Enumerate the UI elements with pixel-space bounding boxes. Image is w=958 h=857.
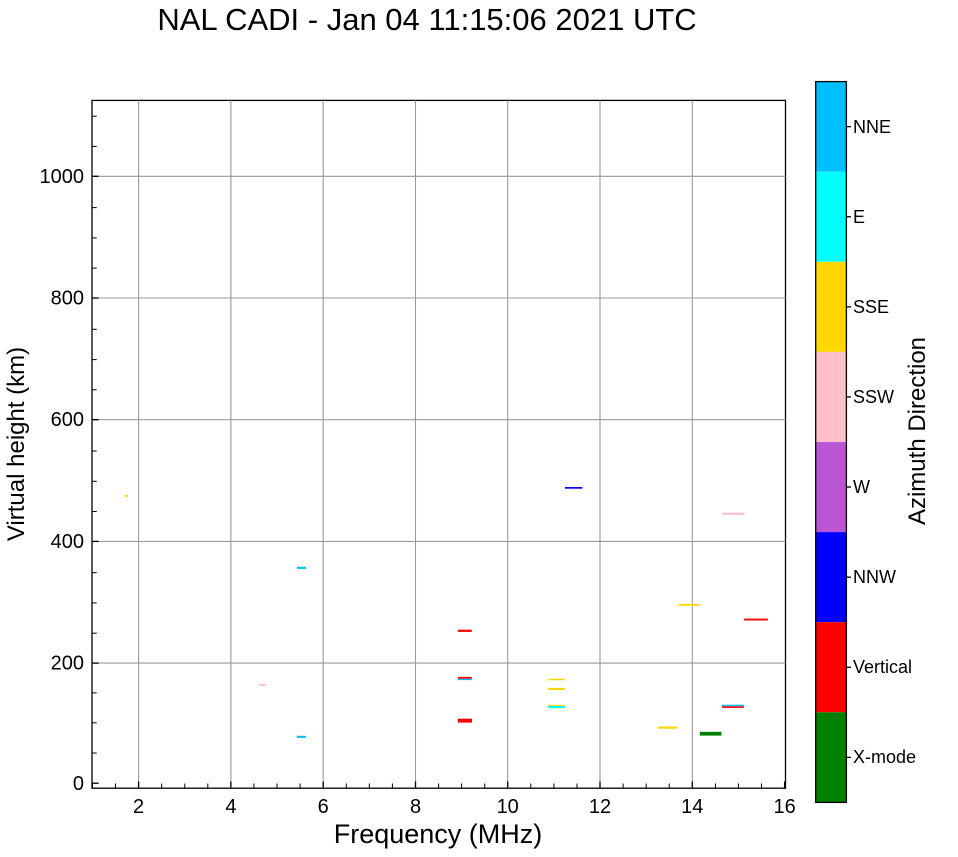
svg-text:4: 4 <box>225 796 236 818</box>
svg-text:800: 800 <box>51 288 84 310</box>
svg-text:NNW: NNW <box>853 567 896 587</box>
svg-text:X-mode: X-mode <box>853 747 916 767</box>
svg-text:W: W <box>853 477 870 497</box>
svg-text:8: 8 <box>410 796 421 818</box>
svg-text:400: 400 <box>51 531 84 553</box>
svg-text:16: 16 <box>773 796 795 818</box>
svg-text:2: 2 <box>133 796 144 818</box>
svg-text:12: 12 <box>589 796 611 818</box>
svg-text:200: 200 <box>51 653 84 675</box>
svg-text:600: 600 <box>51 409 84 431</box>
svg-text:10: 10 <box>497 796 519 818</box>
svg-text:SSW: SSW <box>853 387 894 407</box>
svg-text:14: 14 <box>681 796 703 818</box>
svg-text:Virtual height (km): Virtual height (km) <box>3 347 30 541</box>
svg-text:Frequency (MHz): Frequency (MHz) <box>334 819 543 849</box>
svg-text:1000: 1000 <box>40 166 85 188</box>
svg-text:SSE: SSE <box>853 297 889 317</box>
svg-text:E: E <box>853 207 865 227</box>
svg-text:NNE: NNE <box>853 117 891 137</box>
svg-text:Azimuth Direction: Azimuth Direction <box>904 337 931 525</box>
svg-text:6: 6 <box>318 796 329 818</box>
svg-text:0: 0 <box>73 773 84 795</box>
svg-text:Vertical: Vertical <box>853 657 912 677</box>
